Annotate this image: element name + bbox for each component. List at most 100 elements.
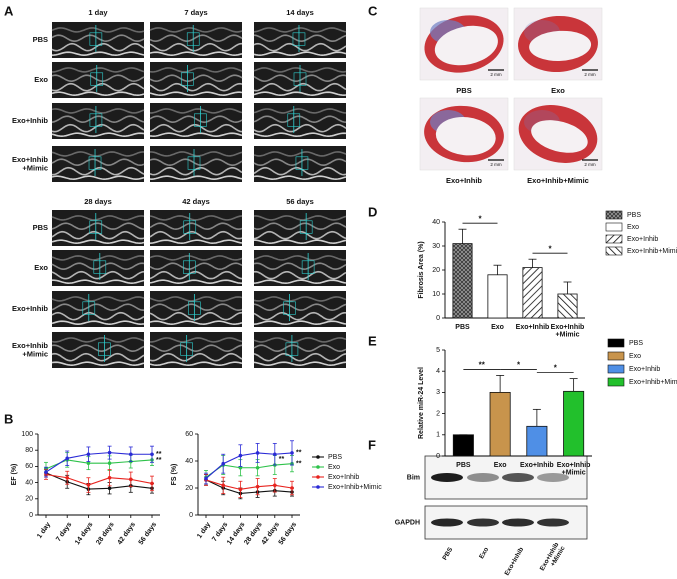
bar [526, 425, 548, 457]
x-tick-label: 42 days [116, 521, 137, 546]
series-line [45, 472, 153, 490]
echo-caliper-box [93, 260, 107, 274]
echo-trace [150, 108, 243, 114]
y-tick-label: 0 [436, 453, 440, 460]
y-axis-label: Relative miR-24 Level [418, 367, 425, 439]
echo-group: Exo [34, 263, 48, 272]
echo-trace [253, 344, 347, 353]
echo-trace [149, 352, 243, 362]
echo-caliper-box [181, 72, 194, 86]
echo-image [52, 210, 144, 246]
echo-timepoint: 7 days [184, 8, 207, 17]
echo-caliper-box [188, 301, 201, 315]
y-tick-label: 5 [436, 347, 440, 354]
blot-lane-label: Exo [478, 546, 490, 560]
lumen [529, 30, 592, 61]
echo-image [52, 146, 144, 182]
legend-marker [316, 485, 320, 489]
echo-trace [149, 91, 243, 97]
legend-label: Exo+Inhib [627, 236, 658, 243]
legend-marker [316, 465, 320, 469]
echo-caliper-box [283, 301, 296, 315]
echo-trace [253, 296, 347, 302]
x-tick-label: PBS [456, 462, 471, 469]
echo-trace [51, 158, 145, 167]
echo-trace [149, 82, 243, 92]
echo-trace [253, 132, 347, 138]
echo-image [150, 62, 242, 98]
data-point [255, 451, 260, 455]
echo-trace [52, 279, 145, 285]
x-tick-label: 56 days [278, 521, 299, 546]
echo-trace [51, 239, 145, 245]
histology-caption: Exo [551, 86, 565, 95]
significance: * [554, 364, 558, 373]
x-tick-label: Exo [491, 324, 504, 331]
echo-trace [51, 175, 145, 181]
echo-trace [253, 158, 347, 167]
echo-caliper-box [292, 32, 306, 46]
series-line [205, 479, 293, 490]
scale-label: 2 mm [490, 162, 502, 167]
data-point [290, 451, 294, 455]
blot-lane-label: Exo+Inhib+Mimic [539, 541, 567, 575]
blot-band-label: Bim [407, 474, 420, 481]
echo-trace [149, 239, 243, 245]
scale-label: 2 mm [584, 72, 596, 77]
echo-group: Exo+Inhib [12, 116, 48, 125]
echo-trace [149, 262, 243, 271]
data-point [65, 475, 69, 480]
x-tick-label: 1 day [36, 521, 52, 540]
echo-trace [149, 270, 243, 280]
legend-swatch [607, 377, 625, 387]
blot-band [502, 518, 534, 527]
y-axis-label: EF (%) [11, 464, 18, 486]
echo-trace [51, 215, 145, 221]
echo-trace [149, 132, 243, 138]
echo-caliper-box [89, 220, 103, 234]
y-tick-label: 0 [29, 512, 33, 519]
echo-trace [253, 215, 347, 221]
echo-trace [253, 320, 347, 326]
data-point [238, 453, 243, 458]
echo-trace [253, 151, 347, 157]
histology-caption: Exo+Inhib+Mimic [527, 176, 589, 185]
data-point [150, 452, 154, 457]
y-tick-label: 40 [432, 219, 440, 226]
echo-image [150, 291, 242, 327]
series-line [205, 452, 293, 479]
panel-label: E [368, 333, 377, 348]
data-point [107, 475, 112, 480]
echo-trace [51, 296, 145, 302]
echo-caliper-box [90, 72, 104, 86]
echo-trace [253, 337, 347, 343]
echo-trace [253, 42, 347, 52]
significance: * [548, 244, 552, 253]
bar [489, 391, 511, 457]
series-line [205, 479, 293, 494]
legend-label: Exo+Inhib+Mimic [328, 484, 382, 491]
panel-label: C [368, 3, 378, 18]
echo-caliper-box [187, 156, 201, 170]
echo-image [52, 103, 144, 139]
echo-trace [51, 262, 145, 271]
echo-trace [51, 166, 145, 176]
blot-band-label: GAPDH [395, 519, 420, 526]
echo-trace [253, 279, 347, 285]
echo-trace [51, 352, 145, 362]
data-point [238, 465, 243, 470]
legend-label: Exo [629, 353, 641, 360]
echo-trace [51, 311, 145, 321]
legend-label: Exo+Inhib [629, 366, 660, 373]
echo-trace [149, 175, 243, 181]
echo-group: PBS [33, 35, 48, 44]
bar [522, 267, 543, 319]
echo-caliper-box [89, 32, 103, 46]
legend-swatch [607, 338, 625, 348]
data-point [107, 486, 112, 491]
echo-caliper-box [98, 342, 111, 356]
legend-label: Exo [328, 464, 340, 471]
data-point [204, 476, 208, 481]
data-point [150, 481, 154, 486]
